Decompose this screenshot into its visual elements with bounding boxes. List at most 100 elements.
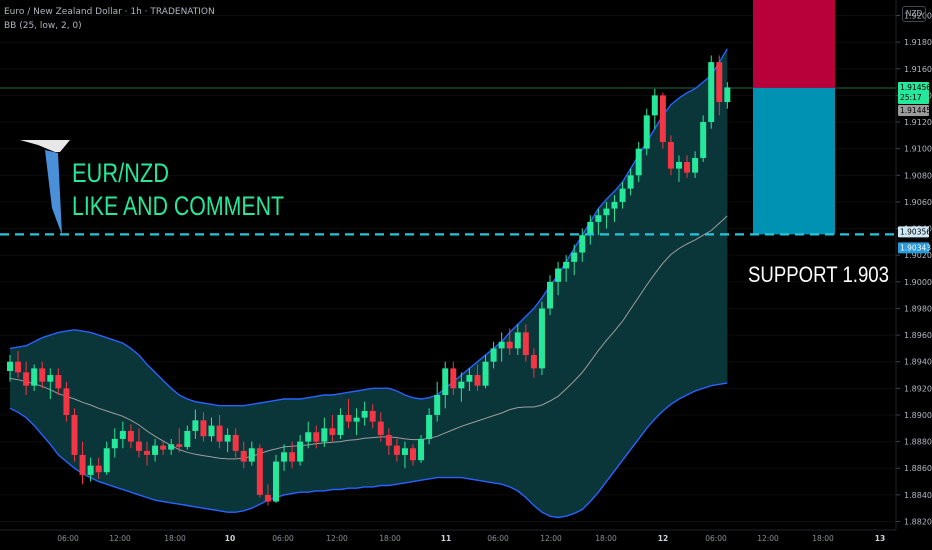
candle-body <box>127 430 134 442</box>
candle-body <box>587 221 594 236</box>
time-tick-label: 12:00 <box>109 534 131 543</box>
bar-countdown: 25:17 <box>900 93 922 102</box>
support-price-tag: 1.90356 <box>900 227 931 236</box>
candle-body <box>208 425 215 437</box>
prev-price-tag-bg <box>898 104 929 116</box>
candle-body <box>353 417 360 422</box>
candle-body <box>152 445 159 455</box>
brand-logo-icon <box>20 140 70 152</box>
candle-body <box>55 375 62 389</box>
prev-price-tag: 1.91445 <box>900 106 931 115</box>
price-tick-label: 1.90000 <box>904 278 932 287</box>
price-axis[interactable]: 1.920001.918001.916001.914001.912001.910… <box>895 0 932 530</box>
candle-body <box>297 441 304 462</box>
candle-body <box>7 361 13 372</box>
time-tick-label: 06:00 <box>272 534 294 543</box>
candle-body <box>369 410 376 422</box>
time-tick-label: 06:00 <box>57 534 79 543</box>
price-tick-label: 1.90200 <box>904 251 932 260</box>
brand-logo-icon <box>45 150 62 235</box>
time-tick-label: 12 <box>658 534 668 543</box>
candle-body <box>595 215 602 222</box>
candle-body <box>345 414 352 422</box>
price-tick-label: 1.92000 <box>904 12 932 21</box>
candle-body <box>329 428 336 435</box>
candle-body <box>385 434 392 446</box>
candle-body <box>418 438 425 461</box>
candle-body <box>635 148 642 176</box>
symbol-title: Euro / New Zealand Dollar · 1h · TRADENA… <box>4 7 215 17</box>
candle-body <box>240 450 247 462</box>
support-label: SUPPORT 1.903 <box>748 262 889 287</box>
candle-body <box>281 452 288 462</box>
time-tick-label: 06:00 <box>705 534 727 543</box>
price-tick-label: 1.88600 <box>904 464 932 473</box>
candle-body <box>700 122 707 158</box>
position-tool[interactable] <box>0 0 896 236</box>
candle-body <box>450 368 457 389</box>
candle-body <box>410 448 416 461</box>
candle-body <box>176 444 183 447</box>
candle-body <box>361 410 368 418</box>
time-tick-label: 12:00 <box>540 534 562 543</box>
candle-body <box>466 375 473 382</box>
candle-body <box>87 465 94 475</box>
candle-body <box>506 341 513 349</box>
candle-body <box>305 432 312 442</box>
candle-body <box>160 445 167 450</box>
bollinger-bands <box>9 48 728 519</box>
candle-body <box>168 444 175 450</box>
candle-body <box>272 461 279 502</box>
candle-body <box>555 268 562 282</box>
candle-body <box>571 252 578 262</box>
candle-body <box>619 188 626 202</box>
candle-body <box>192 420 199 431</box>
candle-body <box>651 95 658 116</box>
time-tick-label: 18:00 <box>812 534 834 543</box>
candle-body <box>442 368 449 395</box>
candle-body <box>474 375 481 386</box>
candle-body <box>144 450 151 455</box>
price-tick-label: 1.88200 <box>904 518 932 527</box>
candle-body <box>111 438 118 449</box>
bb-lower-line <box>9 382 728 519</box>
candle-body <box>667 142 674 169</box>
candle-body <box>692 157 699 173</box>
candle-body <box>184 430 191 447</box>
currency-badge[interactable]: NZD <box>902 6 926 22</box>
candle-body <box>538 308 545 369</box>
bb-basis-line <box>9 215 728 460</box>
time-tick-label: 11 <box>441 534 451 543</box>
candle-body <box>377 421 384 435</box>
candle-body <box>434 395 441 415</box>
price-tick-label: 1.91200 <box>904 118 932 127</box>
price-tick-label: 1.91800 <box>904 38 932 47</box>
indicator-legend[interactable]: BB (25, low, 2, 0) <box>4 21 82 31</box>
candle-body <box>216 425 223 442</box>
candle-body <box>643 115 650 149</box>
last-price-tag: 1.91456 <box>900 83 931 92</box>
candle-body <box>313 432 320 442</box>
time-tick-label: 18:00 <box>379 534 401 543</box>
price-tick-label: 1.89400 <box>904 358 932 367</box>
candle-body <box>522 332 529 356</box>
time-tick-label: 10 <box>225 534 235 543</box>
candle-body <box>514 332 521 349</box>
time-axis[interactable]: 06:00 12:00 18:00 10 06:00 12:00 18:00 11 06:00 1… <box>0 529 896 543</box>
time-tick-label: 12:00 <box>757 534 779 543</box>
price-tick-label: 1.89600 <box>904 331 932 340</box>
price-tick-label: 1.91600 <box>904 65 932 74</box>
candle-body <box>611 201 618 209</box>
candle-body <box>119 430 126 439</box>
candle-body <box>47 375 54 382</box>
candle-body <box>603 208 610 216</box>
candle-body <box>103 448 110 473</box>
stop-loss-zone <box>753 0 835 88</box>
candle-body <box>289 452 296 462</box>
candle-body <box>232 434 239 451</box>
candle-body <box>659 95 666 142</box>
candle-body <box>71 414 78 455</box>
pair-label: EUR/NZD <box>72 158 169 188</box>
candle-body <box>264 494 271 502</box>
